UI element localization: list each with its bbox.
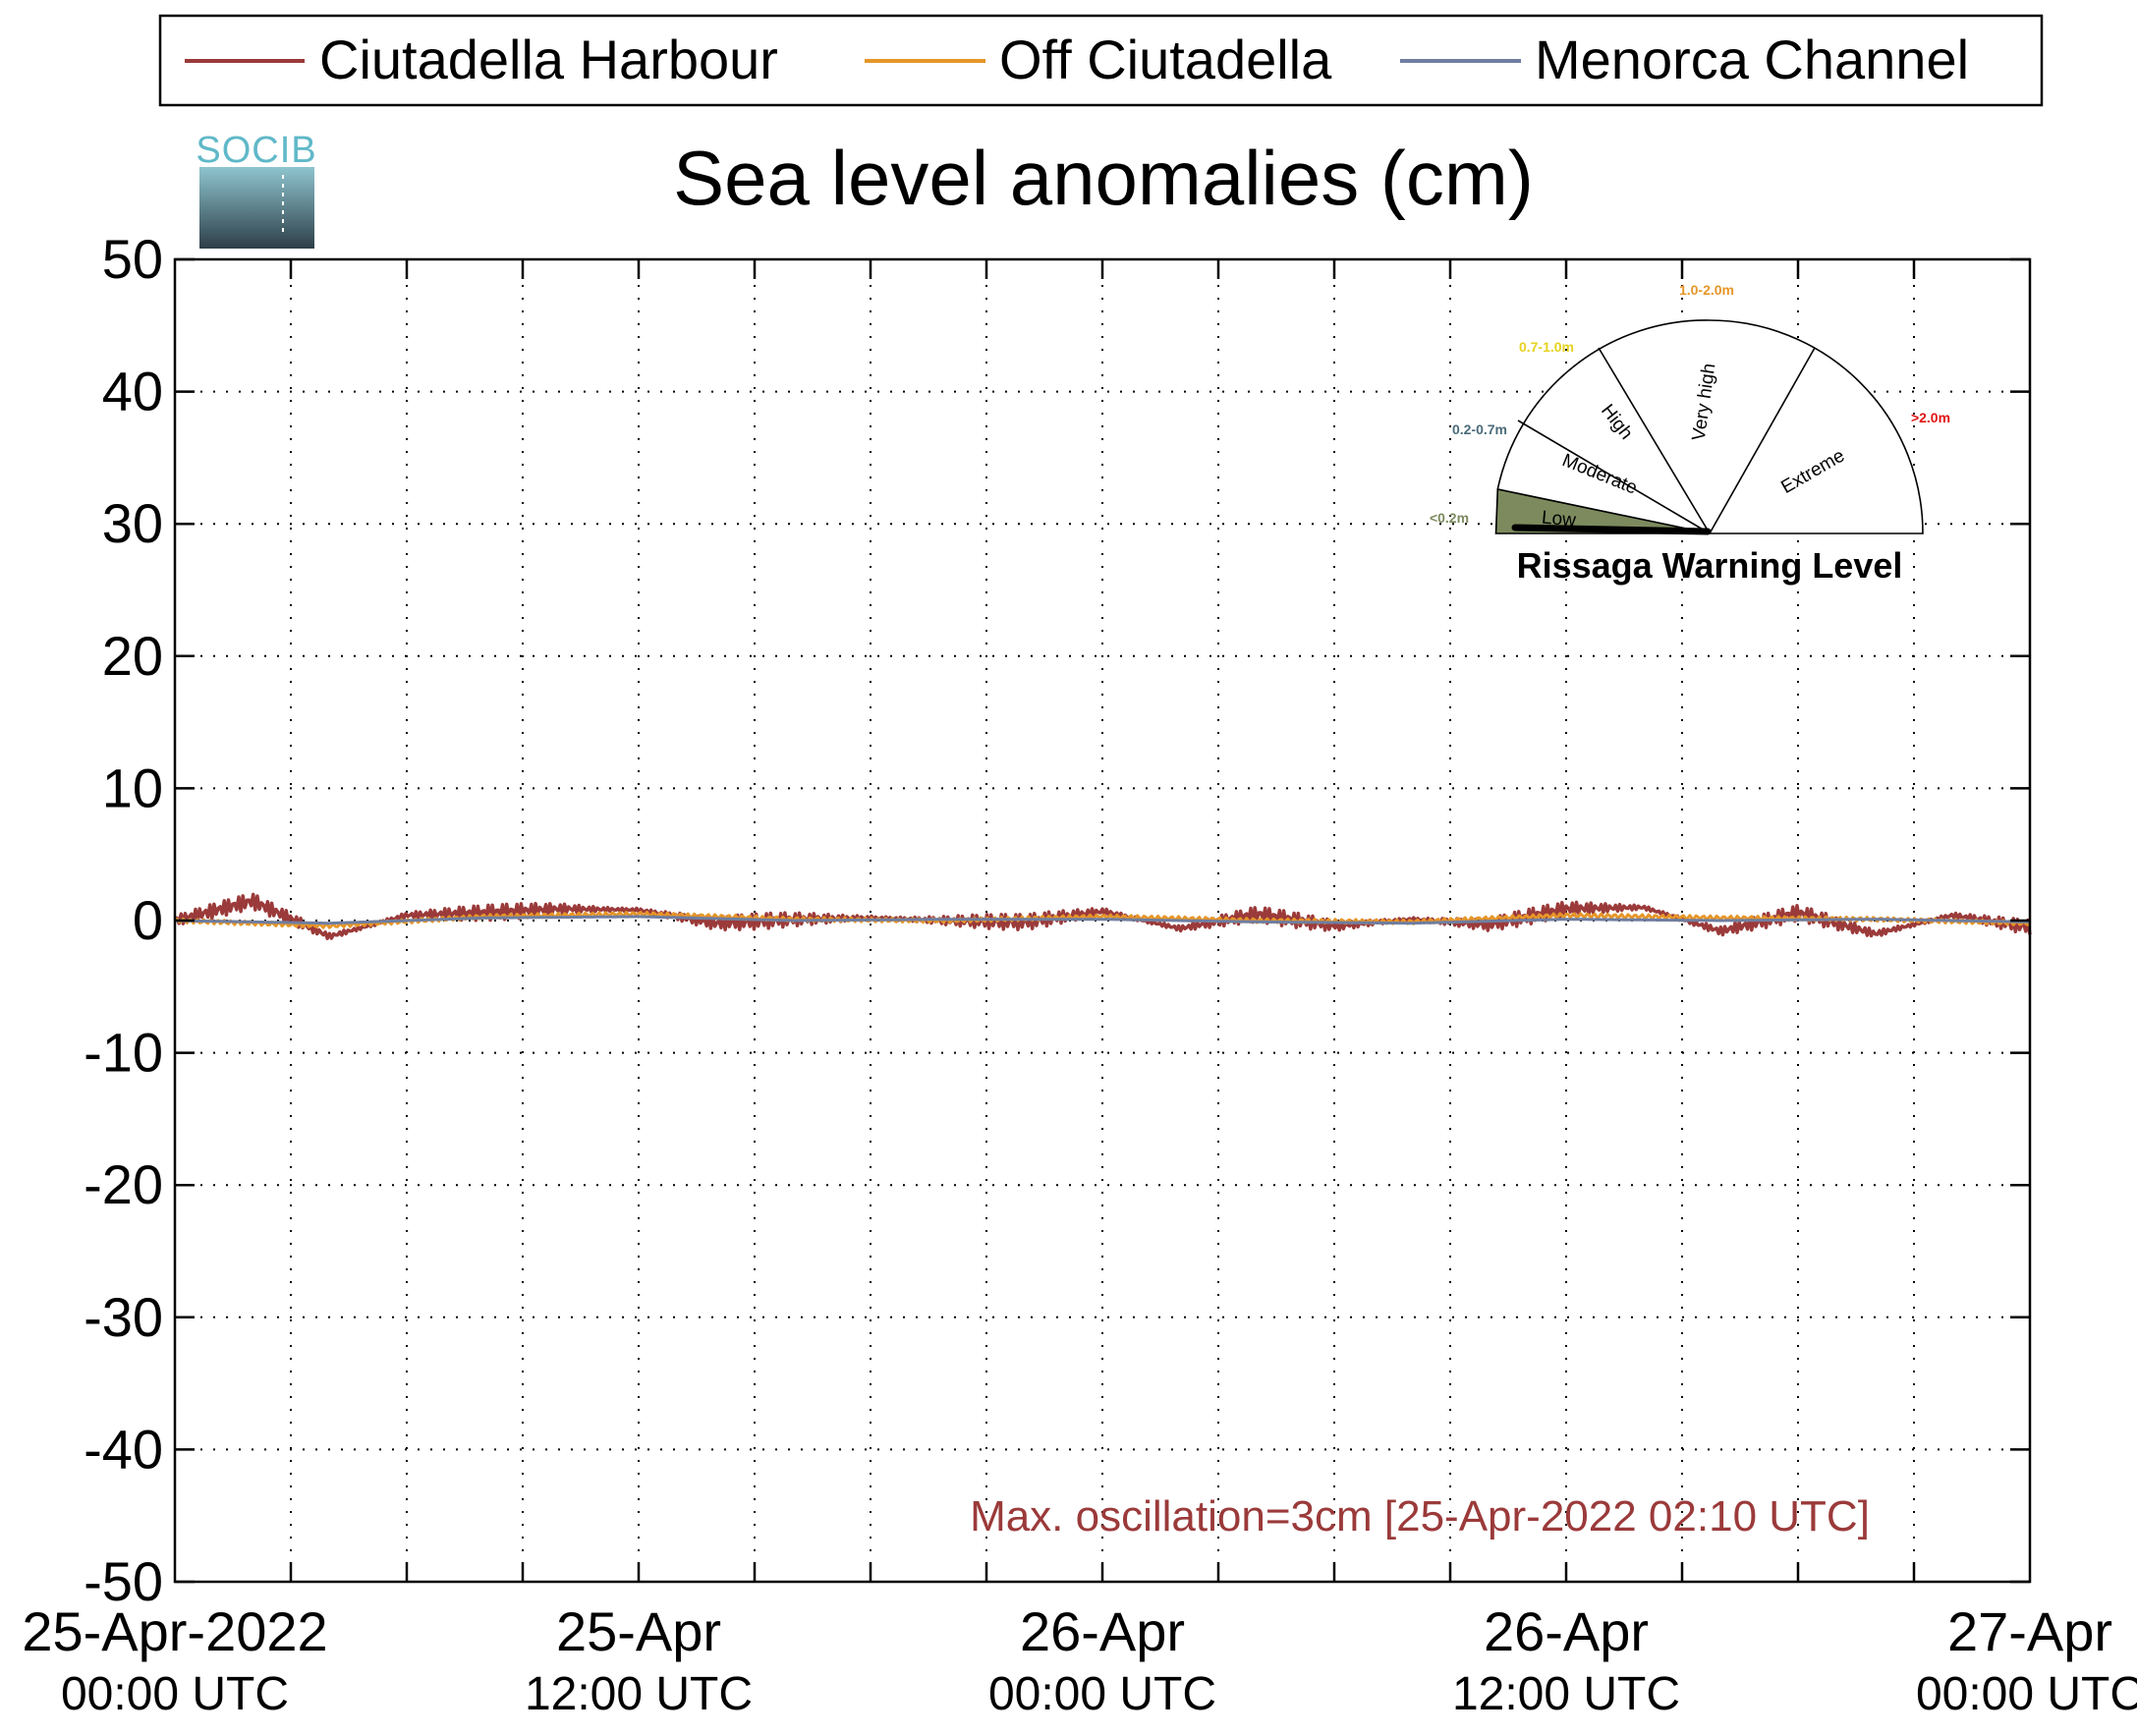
x-tick-label-time: 12:00 UTC	[525, 1668, 753, 1720]
y-tick-label: -10	[84, 1022, 163, 1084]
gauge-title: Rissaga Warning Level	[1517, 545, 1903, 586]
y-tick-label: 20	[102, 625, 163, 687]
legend-label-ciutadella-harbour: Ciutadella Harbour	[319, 28, 778, 90]
legend-label-menorca-channel: Menorca Channel	[1535, 28, 1969, 90]
gauge-divider-moderate-high	[1517, 420, 1711, 534]
x-tick-label-time: 00:00 UTC	[988, 1668, 1216, 1720]
x-tick-label-time: 12:00 UTC	[1452, 1668, 1680, 1720]
logo-wave-block	[199, 167, 314, 249]
y-axis-tick-labels: 50 40 30 20 10 0 -10 -20 -30 -40 -50	[84, 228, 163, 1612]
y-tick-label: 30	[102, 492, 163, 554]
max-oscillation-annotation: Max. oscillation=3cm [25-Apr-2022 02:10 …	[970, 1492, 1870, 1540]
gauge-range-very-high: 1.0-2.0m	[1679, 282, 1734, 298]
legend: Ciutadella Harbour Off Ciutadella Menorc…	[158, 14, 2044, 107]
x-tick-label-date: 25-Apr-2022	[22, 1600, 327, 1662]
y-tick-label: -50	[84, 1550, 163, 1612]
gauge-range-extreme: >2.0m	[1911, 410, 1950, 425]
legend-label-off-ciutadella: Off Ciutadella	[999, 28, 1332, 90]
x-tick-label-time: 00:00 UTC	[1916, 1668, 2137, 1720]
socib-logo: SOCIB	[196, 130, 316, 249]
x-tick-label-time: 00:00 UTC	[61, 1668, 289, 1720]
gauge-range-high: 0.7-1.0m	[1519, 339, 1574, 355]
x-axis-tick-labels: 25-Apr-2022 00:00 UTC 25-Apr 12:00 UTC 26-Ap…	[22, 1600, 2137, 1720]
y-tick-label: -20	[84, 1153, 163, 1215]
y-tick-label: 10	[102, 756, 163, 818]
x-tick-label-date: 27-Apr	[1947, 1600, 2112, 1662]
y-tick-label: 50	[102, 228, 163, 290]
y-tick-label: 40	[102, 361, 163, 422]
gauge-divider-veryhigh-extreme	[1709, 347, 1816, 534]
gauge-divider-high-veryhigh	[1598, 347, 1711, 534]
gauge-segment-low	[1494, 488, 1711, 534]
gauge-range-low: <0.2m	[1430, 510, 1469, 526]
gauge-range-moderate: 0.2-0.7m	[1452, 421, 1507, 437]
rissaga-gauge: Low Moderate High Very high Extreme <0.2…	[1430, 282, 1950, 586]
chart-title: Sea level anomalies (cm)	[673, 135, 1534, 221]
gauge-dial	[1496, 319, 1924, 534]
y-tick-label: 0	[133, 889, 163, 951]
gauge-label-low: Low	[1541, 508, 1577, 532]
series-line-ciutadella-harbour	[173, 892, 2032, 940]
gauge-needle	[1511, 524, 1712, 535]
series-layer	[173, 892, 2032, 940]
logo-text: SOCIB	[196, 130, 316, 171]
y-tick-label: -40	[84, 1418, 163, 1480]
axis-ticks	[175, 257, 2030, 1584]
series-line-menorca-channel	[175, 915, 2030, 925]
x-tick-label-date: 26-Apr	[1484, 1600, 1649, 1662]
legend-box	[158, 14, 2044, 107]
y-tick-label: -30	[84, 1286, 163, 1348]
x-tick-label-date: 26-Apr	[1020, 1600, 1185, 1662]
x-tick-label-date: 25-Apr	[556, 1600, 721, 1662]
